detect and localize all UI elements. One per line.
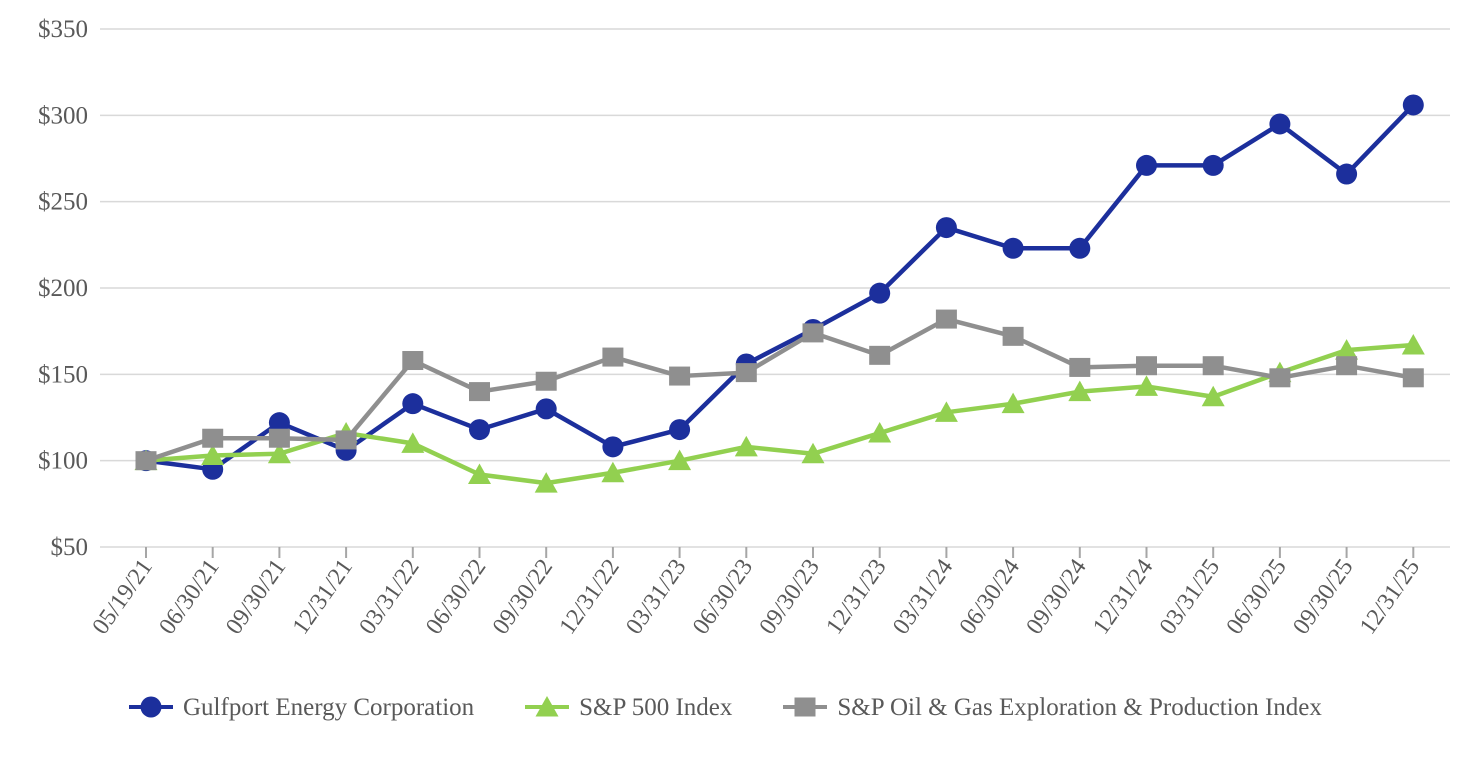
data-point-sp500 — [1001, 392, 1025, 414]
data-point-oil-gas-index — [202, 428, 224, 448]
data-point-oil-gas-index — [802, 323, 824, 343]
x-axis-label: 03/31/25 — [1155, 555, 1225, 640]
y-axis-label: $100 — [38, 448, 88, 475]
x-axis-label: 12/31/23 — [821, 555, 891, 640]
data-point-gulfport — [935, 217, 957, 239]
data-point-oil-gas-index — [1402, 368, 1424, 388]
x-axis-label: 09/30/23 — [755, 555, 825, 640]
data-point-sp500 — [668, 449, 692, 471]
data-point-sp500 — [934, 401, 958, 422]
x-axis-label: 05/19/21 — [88, 555, 158, 640]
data-point-gulfport — [1336, 163, 1358, 185]
x-axis-label: 12/31/21 — [288, 555, 358, 640]
data-point-sp500 — [1335, 339, 1359, 360]
x-axis-label: 03/31/22 — [354, 555, 424, 640]
series-line-oil-gas-index — [143, 316, 1416, 463]
y-axis-label: $350 — [38, 16, 88, 43]
data-point-oil-gas-index — [335, 430, 357, 450]
y-axis-label: $300 — [38, 102, 88, 129]
x-axis-label: 12/31/22 — [555, 555, 625, 640]
legend-label-oil-gas-index: S&P Oil & Gas Exploration & Production I… — [837, 693, 1322, 721]
gulfport-circle-marker-icon — [129, 696, 173, 718]
data-point-sp500 — [1401, 333, 1425, 355]
data-point-sp500 — [868, 422, 892, 443]
x-axis-label: 06/30/23 — [688, 555, 758, 640]
data-point-gulfport — [402, 393, 424, 415]
x-axis-label: 12/31/25 — [1355, 555, 1425, 640]
y-axis-label: $50 — [51, 534, 89, 561]
y-axis-label: $150 — [38, 361, 88, 388]
legend-marker-shape — [535, 696, 559, 717]
data-point-sp500 — [601, 461, 625, 483]
data-point-oil-gas-index — [669, 366, 691, 386]
data-point-gulfport — [268, 412, 290, 434]
data-point-oil-gas-index — [402, 351, 424, 371]
data-point-sp500 — [1068, 380, 1092, 402]
x-axis-label: 09/30/24 — [1021, 555, 1091, 640]
data-point-oil-gas-index — [135, 451, 157, 471]
data-point-oil-gas-index — [1002, 326, 1024, 346]
data-point-gulfport — [1136, 154, 1157, 176]
data-point-sp500 — [401, 432, 425, 453]
x-axis-label: 09/30/22 — [488, 555, 558, 640]
data-point-oil-gas-index — [935, 309, 957, 329]
legend-item-oil-gas-index: S&P Oil & Gas Exploration & Production I… — [782, 693, 1322, 721]
data-point-oil-gas-index — [1136, 356, 1157, 376]
legend-item-gulfport: Gulfport Energy Corporation — [128, 694, 474, 720]
x-axis-label: 06/30/24 — [955, 555, 1025, 640]
x-axis-label: 06/30/25 — [1222, 555, 1292, 640]
data-point-oil-gas-index — [469, 382, 490, 402]
data-point-gulfport — [869, 282, 891, 304]
data-point-sp500 — [267, 442, 291, 464]
legend-item-sp500: S&P 500 Index — [524, 694, 732, 720]
data-point-sp500 — [1201, 385, 1225, 407]
legend-label-sp500: S&P 500 Index — [579, 693, 733, 721]
x-axis-label: 03/31/24 — [888, 555, 958, 640]
x-axis-label: 09/30/25 — [1288, 555, 1358, 640]
data-point-gulfport — [669, 419, 691, 441]
data-point-oil-gas-index — [735, 363, 757, 383]
x-axis-label: 06/30/21 — [154, 555, 224, 640]
x-axis-label: 09/30/21 — [221, 555, 291, 640]
data-point-sp500 — [468, 463, 491, 484]
data-point-oil-gas-index — [268, 428, 290, 448]
data-point-gulfport — [1202, 154, 1224, 176]
data-point-sp500 — [534, 472, 558, 493]
chart-canvas: $50$100$150$200$250$300$35005/19/2106/30… — [38, 16, 1450, 640]
data-point-gulfport — [1002, 237, 1024, 259]
legend-label-gulfport: Gulfport Energy Corporation — [183, 693, 475, 721]
data-point-oil-gas-index — [535, 371, 557, 391]
data-point-gulfport — [602, 436, 624, 458]
data-point-sp500 — [801, 442, 825, 464]
data-point-oil-gas-index — [1336, 356, 1358, 376]
x-axis-label: 12/31/24 — [1088, 555, 1158, 640]
data-point-gulfport — [469, 419, 490, 441]
series-line-gulfport — [143, 102, 1416, 472]
x-axis-label: 03/31/23 — [621, 555, 691, 640]
data-point-oil-gas-index — [1069, 357, 1091, 377]
data-point-gulfport — [1069, 237, 1091, 259]
series-line-sp500 — [143, 342, 1416, 486]
data-point-gulfport — [1269, 113, 1291, 135]
legend-marker-shape — [140, 696, 162, 718]
data-point-oil-gas-index — [869, 345, 891, 365]
x-axis-label: 06/30/22 — [421, 555, 491, 640]
oil-gas-index-square-marker-icon — [783, 697, 828, 717]
data-point-oil-gas-index — [602, 347, 624, 367]
y-axis-label: $250 — [38, 189, 88, 216]
data-point-gulfport — [535, 398, 557, 420]
data-point-oil-gas-index — [1202, 356, 1224, 376]
legend-marker-shape — [794, 697, 816, 717]
sp500-triangle-marker-icon — [525, 696, 570, 717]
data-point-oil-gas-index — [1269, 368, 1291, 388]
y-axis-label: $200 — [38, 275, 88, 302]
data-point-sp500 — [734, 435, 758, 457]
data-point-sp500 — [1135, 375, 1158, 396]
data-point-sp500 — [201, 444, 225, 465]
chart-legend: Gulfport Energy Corporation S&P 500 Inde… — [128, 694, 1322, 720]
data-point-gulfport — [1402, 94, 1424, 116]
